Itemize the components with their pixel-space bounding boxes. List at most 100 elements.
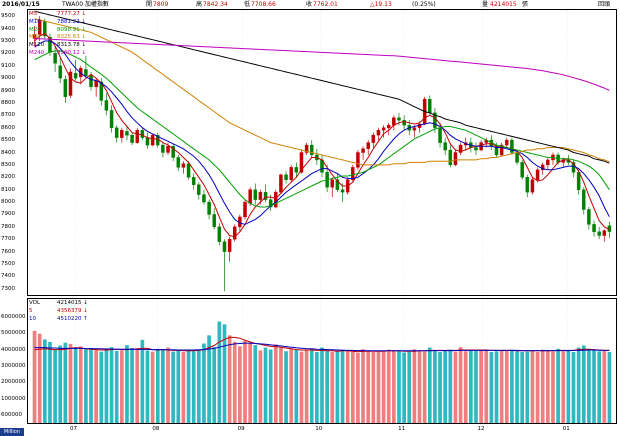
volume-tick-label: 600000: [1, 411, 22, 418]
volume-bar: [166, 347, 170, 423]
candle-body: [505, 139, 509, 146]
volume-label: 量: [482, 1, 489, 8]
volume-bar: [253, 345, 258, 423]
volume-bar: [551, 351, 555, 423]
volume-bar: [525, 351, 530, 423]
volume-bar: [294, 350, 299, 423]
volume-bar: [345, 350, 350, 423]
volume-bar: [325, 350, 329, 423]
price-tick-label: 9000: [1, 75, 15, 82]
candle-body: [89, 75, 93, 88]
volume-bar: [125, 345, 129, 423]
volume-bar: [37, 333, 42, 423]
volume-bar: [340, 349, 345, 423]
candle-body: [453, 152, 458, 166]
volume-bar: [114, 350, 119, 423]
volume-bar: [222, 324, 227, 423]
price-legend-value: 7881.22 ↓: [57, 18, 87, 25]
volume-bar: [207, 335, 211, 423]
low-label: 低: [244, 1, 251, 8]
candle-body: [386, 125, 391, 128]
price-panel[interactable]: [27, 9, 617, 296]
candle-body: [602, 230, 607, 236]
volume-bar: [581, 345, 586, 423]
price-tick-label: 8700: [1, 112, 15, 119]
candle-body: [68, 71, 73, 96]
candle-body: [284, 174, 288, 180]
candle-body: [125, 131, 129, 136]
quote-symbol[interactable]: TWA00 加權指數: [62, 1, 109, 8]
ma-line-m60: [34, 18, 610, 166]
close-value: 7762.01: [313, 1, 338, 8]
candle-body: [191, 177, 196, 185]
candle-body: [58, 65, 62, 79]
volume-bar: [135, 349, 140, 423]
change-value: △19.13: [370, 1, 392, 8]
volume-bar: [176, 349, 181, 423]
volume-tick-label: 6000000: [1, 314, 26, 320]
candle-body: [73, 72, 78, 79]
volume-bar: [279, 347, 283, 423]
volume-bar: [556, 348, 560, 423]
candle-body: [233, 226, 237, 240]
volume-bar: [607, 352, 612, 423]
candle-body: [176, 157, 181, 168]
volume-bar: [469, 350, 473, 423]
price-legend-value: 8098.91 ↓: [57, 26, 87, 33]
price-tick-label: 8900: [1, 87, 15, 94]
price-tick-label: 9500: [1, 13, 15, 20]
price-legend-row: M120 8313.78 ↓: [29, 42, 97, 50]
volume-legend-name: 5: [29, 307, 33, 314]
volume-bar: [304, 349, 309, 423]
volume-bar: [566, 350, 571, 423]
candle-body: [166, 146, 170, 153]
candle-body: [150, 134, 155, 146]
candle-body: [161, 144, 165, 153]
candle-body: [99, 81, 104, 101]
candle-body: [53, 53, 57, 64]
price-tick-label: 9100: [1, 62, 15, 69]
candle-body: [109, 110, 114, 128]
candle-body: [299, 152, 304, 173]
month-label: 11: [398, 426, 406, 432]
price-chart[interactable]: [28, 10, 616, 295]
price-legend-value: 7777.27 ↓: [57, 11, 87, 17]
volume-panel[interactable]: [27, 298, 617, 424]
low-value: 7708.66: [251, 1, 276, 8]
volume-unit: 張: [522, 1, 529, 8]
ma-line-m10: [34, 40, 610, 225]
candle-body: [525, 177, 530, 193]
high-value: 7842.34: [203, 1, 228, 8]
volume-bar: [587, 348, 591, 423]
volume-bar: [284, 351, 288, 423]
volume-bar: [217, 321, 222, 423]
candle-body: [428, 99, 432, 114]
candle-body: [130, 134, 134, 143]
candle-body: [499, 144, 504, 156]
candle-body: [535, 169, 540, 180]
volume-bar: [474, 350, 478, 423]
volume-bar: [263, 347, 268, 423]
volume-bar: [109, 347, 114, 423]
month-label: 12: [477, 426, 485, 432]
price-legend-name: M240: [29, 49, 45, 56]
volume-legend-value: 4510220 ↑: [57, 315, 88, 322]
candle-body: [576, 172, 581, 190]
volume-bar: [161, 350, 165, 423]
price-legend-name: M10: [29, 18, 41, 25]
volume-bar: [273, 344, 278, 423]
price-legend-row: M5 7777.27 ↓: [29, 11, 97, 19]
candle-body: [546, 159, 550, 166]
candle-body: [140, 129, 145, 138]
volume-tick-label: 3000000: [1, 362, 26, 369]
volume-bar: [417, 350, 422, 423]
back-button[interactable]: 回頭: [598, 1, 611, 8]
volume-bar: [181, 352, 186, 423]
high-label: 高: [196, 1, 203, 8]
candle-body: [376, 129, 381, 136]
volume-chart[interactable]: [28, 299, 616, 423]
unit-tag[interactable]: Million: [0, 428, 24, 436]
candle-body: [274, 191, 278, 208]
volume-bar: [427, 347, 432, 423]
volume-bar: [592, 349, 596, 423]
